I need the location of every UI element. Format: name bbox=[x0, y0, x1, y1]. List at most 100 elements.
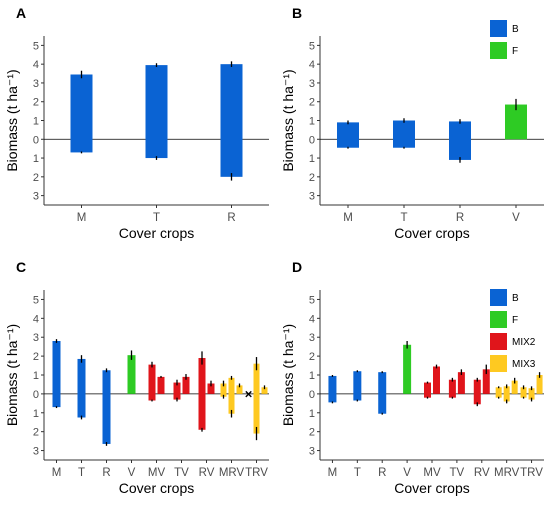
bar-RV-0 bbox=[473, 379, 481, 405]
y-tick-label: 3 bbox=[33, 332, 39, 344]
y-tick-label: 1 bbox=[309, 408, 315, 420]
x-tick-label: M bbox=[328, 467, 338, 479]
bar-RV-0 bbox=[198, 358, 206, 430]
bar-MV-0 bbox=[424, 382, 431, 398]
legend-label-f: F bbox=[512, 315, 518, 326]
y-tick-label: 4 bbox=[309, 59, 315, 71]
panel-label: B bbox=[292, 5, 302, 21]
x-tick-label: MV bbox=[423, 467, 441, 479]
y-tick-label: 2 bbox=[33, 427, 39, 439]
x-tick-label: T bbox=[153, 212, 160, 224]
panel-a: A 5 4 3 2 1 0 1 2 3 M T R Cover crops Biomass (t ha⁻¹) bbox=[4, 5, 269, 241]
y-axis-title: Biomass (t ha⁻¹) bbox=[4, 324, 20, 426]
y-tick-label: 3 bbox=[309, 78, 315, 90]
y-tick-label: 1 bbox=[309, 116, 315, 128]
bar-TV-0 bbox=[448, 379, 456, 398]
y-tick-label: 5 bbox=[309, 40, 315, 52]
y-tick-label: 2 bbox=[309, 172, 315, 184]
x-tick-label: RV bbox=[474, 467, 490, 479]
y-tick-label: 0 bbox=[33, 389, 39, 401]
missing-marker: × bbox=[245, 386, 253, 401]
panel-label: D bbox=[292, 259, 302, 275]
x-tick-label: TV bbox=[174, 467, 189, 479]
x-axis-title: Cover crops bbox=[394, 480, 469, 496]
x-axis-title: Cover crops bbox=[394, 225, 469, 241]
legend-label-f: F bbox=[512, 46, 518, 57]
bar-R-0 bbox=[102, 370, 111, 444]
legend-swatch-b bbox=[490, 289, 507, 306]
y-tick-label: 1 bbox=[33, 408, 39, 420]
bar-MV-1 bbox=[433, 366, 440, 394]
x-tick-label: T bbox=[400, 212, 407, 224]
bar-MRV-0 bbox=[220, 383, 227, 397]
bar-M-0 bbox=[337, 122, 359, 148]
panel-label: C bbox=[16, 259, 26, 275]
y-tick-label: 1 bbox=[33, 116, 39, 128]
y-tick-label: 0 bbox=[309, 389, 315, 401]
y-tick-label: 3 bbox=[33, 191, 39, 203]
y-axis-title: Biomass (t ha⁻¹) bbox=[280, 69, 296, 171]
y-tick-label: 1 bbox=[309, 153, 315, 165]
bar-TRV-1 bbox=[253, 363, 260, 434]
bar-T-0 bbox=[393, 120, 415, 148]
y-tick-label: 2 bbox=[33, 172, 39, 184]
x-tick-label: M bbox=[77, 212, 87, 224]
x-tick-label: V bbox=[512, 212, 520, 224]
legend-label-b: B bbox=[512, 293, 519, 304]
y-tick-label: 1 bbox=[33, 153, 39, 165]
bar-R-0 bbox=[449, 121, 471, 160]
bar-TRV-2 bbox=[261, 387, 268, 394]
bar-TV-1 bbox=[457, 372, 465, 394]
y-tick-label: 5 bbox=[33, 40, 39, 52]
bar-TRV-2 bbox=[536, 375, 543, 394]
bar-T-0 bbox=[77, 358, 86, 418]
y-tick-label: 5 bbox=[309, 294, 315, 306]
bar-R-0 bbox=[220, 64, 243, 177]
bar-T-0 bbox=[353, 371, 362, 401]
bar-V-0 bbox=[403, 344, 412, 394]
legend-label-mix3: MIX3 bbox=[512, 359, 536, 370]
legend-swatch-mix3 bbox=[490, 355, 507, 372]
y-tick-label: 2 bbox=[309, 351, 315, 363]
bar-MV-1 bbox=[157, 376, 165, 394]
bar-V-0 bbox=[505, 104, 527, 140]
x-tick-label: T bbox=[78, 467, 85, 479]
x-tick-label: TRV bbox=[520, 467, 543, 479]
bar-MRV-2 bbox=[511, 380, 518, 394]
y-tick-label: 4 bbox=[33, 313, 39, 325]
legend-swatch-b bbox=[490, 20, 507, 37]
y-tick-label: 1 bbox=[33, 370, 39, 382]
y-tick-label: 5 bbox=[33, 294, 39, 306]
y-tick-label: 2 bbox=[309, 427, 315, 439]
bar-T-0 bbox=[145, 65, 168, 159]
bar-MRV-1 bbox=[228, 377, 235, 414]
x-tick-label: M bbox=[343, 212, 353, 224]
panel-b: B 5 4 3 2 1 0 1 2 3 M T R V Cover crops Biomass (t ha⁻¹… bbox=[280, 5, 544, 241]
x-tick-label: RV bbox=[199, 467, 215, 479]
x-tick-label: R bbox=[227, 212, 235, 224]
y-tick-label: 0 bbox=[309, 134, 315, 146]
x-axis-title: Cover crops bbox=[119, 225, 194, 241]
y-tick-label: 4 bbox=[33, 59, 39, 71]
y-tick-label: 3 bbox=[309, 191, 315, 203]
x-tick-label: V bbox=[403, 467, 411, 479]
y-axis-title: Biomass (t ha⁻¹) bbox=[280, 324, 296, 426]
y-tick-label: 2 bbox=[33, 97, 39, 109]
y-tick-label: 2 bbox=[33, 351, 39, 363]
legend-swatch-mix2 bbox=[490, 333, 507, 350]
y-tick-label: 2 bbox=[309, 97, 315, 109]
x-tick-label: V bbox=[128, 467, 136, 479]
bar-MRV-1 bbox=[503, 386, 510, 402]
bar-TV-0 bbox=[173, 382, 181, 400]
x-tick-label: R bbox=[102, 467, 110, 479]
bar-RV-1 bbox=[207, 383, 215, 394]
panel-label: A bbox=[16, 5, 26, 21]
bar-MRV-2 bbox=[236, 385, 243, 394]
bar-TRV-0 bbox=[520, 387, 527, 398]
bar-M-0 bbox=[52, 341, 61, 408]
bar-TV-1 bbox=[182, 376, 190, 394]
